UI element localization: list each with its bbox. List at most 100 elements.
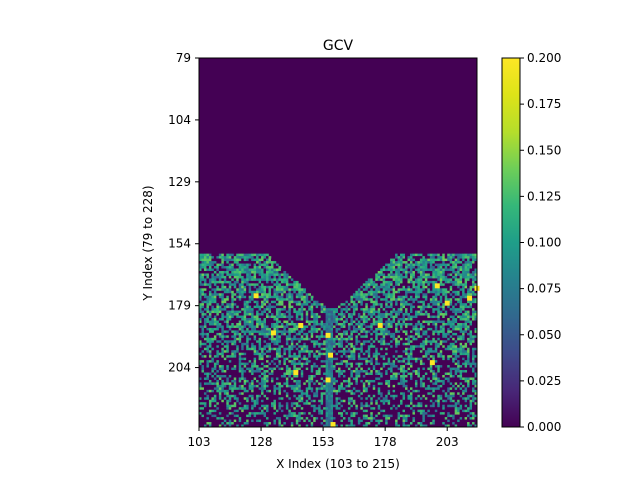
heat-cell [442,335,446,339]
heat-cell [268,280,272,284]
heat-cell [464,340,468,344]
heat-cell [310,327,314,331]
heat-cell [330,374,334,378]
heat-cell [365,337,369,341]
heat-cell [213,322,217,326]
heat-cell [397,325,401,329]
heat-cell [377,293,381,297]
heat-cell [328,318,331,321]
heat-cell [474,367,478,371]
heat-cell [223,308,227,311]
heat-cell [355,370,359,373]
heat-cell [409,261,413,264]
heat-cell [313,365,316,368]
heat-cell [447,325,450,329]
heat-cell [208,367,212,371]
heat-cell [285,273,289,277]
heat-cell [437,270,441,274]
heat-cell [273,313,277,316]
heat-cell [333,335,336,339]
heat-cell [273,273,277,277]
heat-cell [402,278,406,282]
heat-cell [437,332,441,336]
heat-cell [248,280,252,284]
heat-cell [340,332,344,336]
heat-cell [357,315,361,319]
heat-cell [429,350,433,354]
heat-cell [283,315,287,319]
heat-cell [355,357,359,361]
heat-cell [437,340,441,344]
heat-cell [206,293,210,297]
heat-cell [405,290,408,294]
heat-cell [422,263,426,267]
heat-cell [300,295,304,299]
heat-cell [409,327,413,331]
heat-cell [392,295,396,299]
heat-cell [434,261,438,264]
heat-cell [278,347,282,351]
heat-cell [439,362,443,366]
heat-cell [241,360,244,363]
heat-cell [223,360,227,363]
heat-cell [256,268,259,272]
heat-cell [447,330,450,334]
heat-cell [275,330,279,334]
heat-cell [382,362,386,366]
heat-cell [285,342,289,346]
heat-cell [437,310,441,314]
heat-cell [308,345,311,349]
heat-cell [417,290,421,294]
heat-cell [380,355,383,358]
heat-cell [258,337,262,341]
heat-cell [248,355,252,358]
heat-cell [268,320,272,324]
heat-cell [285,322,289,326]
heat-cell [472,310,475,314]
heat-cell [261,318,264,321]
heat-cell [308,362,311,366]
heat-cell [444,360,448,363]
heat-cell [370,352,374,356]
heat-cell [273,367,277,371]
heat-cell [459,253,463,257]
heat-cell [449,325,453,329]
heat-cell [246,374,249,378]
heat-cell [298,350,302,354]
heat-cell [258,320,262,324]
heat-cell [459,290,463,294]
heat-cell [233,263,237,267]
heat-cell [213,293,217,297]
heat-cell [464,300,468,304]
heat-cell [305,367,309,371]
heat-cell [429,280,433,284]
heat-cell [248,372,252,376]
heat-cell [290,288,294,292]
heat-cell [253,303,257,306]
heat-cell [357,340,361,344]
heat-cell [270,318,274,321]
heat-cell [427,347,431,351]
heat-cell [223,352,227,356]
heat-cell [256,360,259,363]
heat-cell [320,362,324,366]
heat-cell [350,374,354,378]
heat-cell [206,310,210,314]
heat-cell [330,360,334,363]
heat-cell [236,372,240,376]
heat-cell [444,275,448,279]
heat-cell [402,313,406,316]
heat-cell [315,350,319,354]
heat-cell [263,347,267,351]
heat-cell [310,313,314,316]
heat-cell [280,303,284,306]
heat-cell [424,261,428,264]
heat-cell [226,320,230,324]
heat-cell [449,318,453,321]
heat-cell [288,345,292,349]
heat-cell [437,342,441,346]
heat-cell [437,278,441,282]
heat-cell [300,305,304,309]
heat-cell [223,283,227,287]
